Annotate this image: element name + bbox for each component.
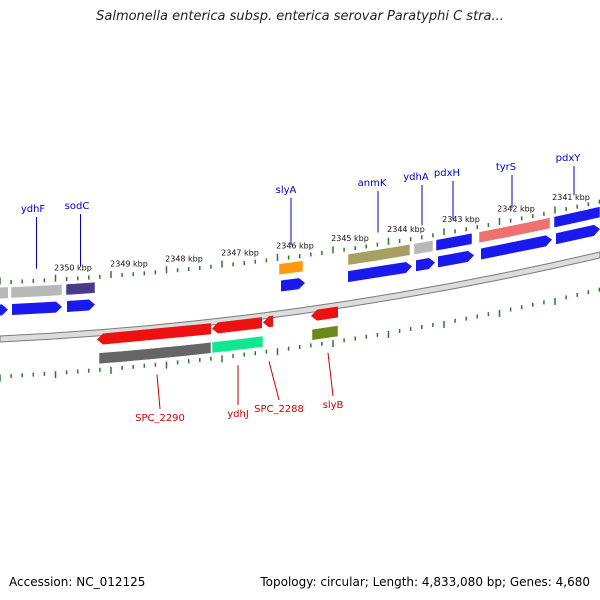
gene-label-ydhJ: ydhJ — [227, 409, 249, 420]
gene-label-pdxY: pdxY — [556, 153, 582, 164]
gene-bar-tyrS — [478, 217, 551, 244]
gene-bar-ydhA — [413, 239, 434, 255]
kbp-label: 2348 kbp — [165, 255, 203, 264]
kbp-label: 2343 kbp — [442, 215, 480, 224]
forward-tick-track — [0, 199, 600, 285]
reverse-tick-track — [0, 287, 600, 382]
cds-arrow — [348, 261, 412, 283]
gene-bar-SPC_2290 — [98, 341, 212, 365]
leader-line — [156, 374, 161, 410]
map-title: Salmonella enterica subsp. enterica sero… — [96, 9, 504, 24]
cds-arrow — [97, 323, 211, 345]
cds-arrow — [12, 301, 62, 315]
reverse-features — [98, 325, 339, 365]
gene-bar-anmK — [347, 244, 411, 266]
gene-label-ydhA: ydhA — [403, 172, 429, 183]
cds-arrow — [481, 235, 552, 260]
gene-bar-ydhF — [10, 284, 63, 299]
cds-arrow — [556, 224, 600, 245]
forward-cds-arrows — [0, 224, 600, 316]
kbp-label: 2342 kbp — [497, 205, 535, 214]
cds-arrow — [416, 257, 435, 272]
gene-bar-sodC — [65, 281, 96, 296]
cds-arrow — [212, 317, 262, 334]
gene-bar-ydhJ — [211, 335, 264, 354]
gene-bar-slyB — [311, 325, 339, 341]
leader-line — [327, 352, 334, 397]
cds-arrow — [0, 304, 8, 316]
kbp-scale: 2350 kbp 2349 kbp 2348 kbp 2347 kbp 2346 kbp… — [54, 193, 590, 273]
cds-arrow — [281, 278, 305, 292]
gene-label-pdxH: pdxH — [434, 168, 460, 179]
gene-label-slyB: slyB — [323, 400, 344, 411]
cds-arrow — [438, 250, 474, 268]
gene-label-slyA: slyA — [276, 185, 297, 196]
gene-label-anmK: anmK — [358, 178, 387, 189]
cds-arrow — [263, 315, 273, 328]
reverse-cds-arrows — [97, 306, 338, 345]
gene-bar-pdxY — [553, 206, 600, 229]
leader-line — [268, 361, 280, 401]
gene-label-tyrS: tyrS — [496, 162, 516, 173]
gene-labels: ydhF sodC slyA anmK ydhA pdxH tyrS pdxY SPC_2290… — [21, 153, 581, 424]
kbp-label: 2349 kbp — [110, 260, 148, 269]
kbp-label: 2344 kbp — [387, 225, 425, 234]
gene-bar-slyA — [278, 260, 304, 276]
kbp-label: 2347 kbp — [221, 249, 259, 258]
gene-label-ydhF: ydhF — [21, 204, 46, 215]
gene-bar-edge — [0, 287, 8, 299]
kbp-label: 2346 kbp — [276, 242, 314, 251]
gene-label-sodC: sodC — [65, 201, 90, 212]
gene-label-SPC_2288: SPC_2288 — [254, 404, 304, 415]
kbp-label: 2345 kbp — [331, 234, 369, 243]
genome-summary: Topology: circular; Length: 4,833,080 bp… — [260, 575, 590, 589]
gene-label-SPC_2290: SPC_2290 — [135, 413, 185, 424]
cds-arrow — [311, 306, 338, 321]
cds-arrow — [67, 299, 95, 313]
forward-features — [0, 206, 600, 299]
kbp-label: 2341 kbp — [552, 193, 590, 202]
accession-label: Accession: NC_012125 — [9, 575, 146, 589]
kbp-label: 2350 kbp — [54, 264, 92, 273]
gene-bar-pdxH — [435, 232, 473, 252]
